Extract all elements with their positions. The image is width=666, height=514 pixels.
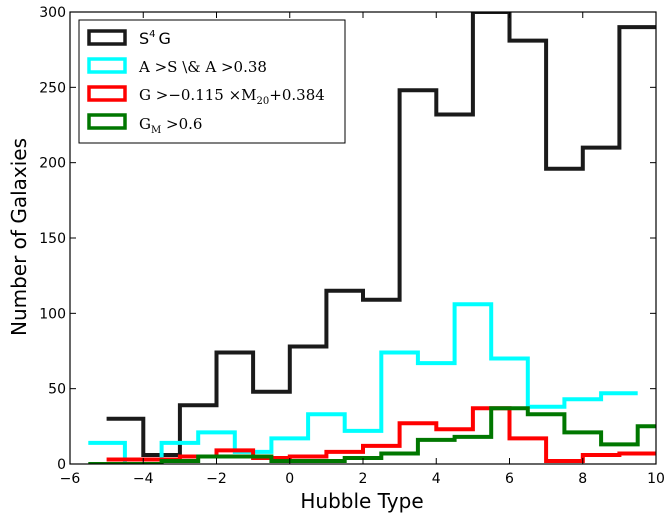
legend-label-s4g-tail: G (159, 29, 171, 48)
legend-box (78, 19, 346, 144)
y-tick-label: 250 (39, 80, 66, 96)
y-tick-label: 0 (57, 457, 66, 473)
y-axis-label: Number of Galaxies (7, 138, 31, 336)
legend-label-asymmetry: A >S \& A >0.38 (138, 58, 267, 76)
svg-text:GM >0.6: GM >0.6 (139, 115, 202, 136)
x-tick-label: 6 (505, 471, 514, 487)
x-tick-label: 2 (359, 471, 368, 487)
legend-swatch-gm (87, 113, 127, 130)
legend-label-gini-sub: 20 (257, 96, 270, 107)
x-tick-label: 8 (578, 471, 587, 487)
x-axis-label: Hubble Type (300, 489, 423, 513)
series-line-gm (88, 406, 656, 464)
y-tick-label: 100 (39, 306, 66, 322)
legend-label-s4g-main: S (139, 29, 149, 48)
y-tick-label: 200 (39, 156, 66, 172)
series-line-gini-m20 (106, 406, 656, 463)
x-tick-label: 4 (432, 471, 441, 487)
legend-label-gini-post: +0.384 (269, 86, 325, 104)
x-tick-label: 10 (647, 471, 665, 487)
legend-label-gini-pre: G >−0.115 ×M (139, 86, 257, 104)
series-layer (88, 12, 656, 464)
x-tick-label: −2 (206, 471, 227, 487)
y-tick-label: 300 (39, 5, 66, 21)
legend-label-s4g-sup: 4 (149, 29, 155, 40)
legend-swatch-gini-m20 (87, 85, 127, 102)
x-tick-label: −6 (60, 471, 81, 487)
x-tick-label: 0 (285, 471, 294, 487)
legend-entry-gini-m20: G >−0.115 ×M20+0.384 (87, 85, 325, 107)
svg-text:G >−0.115 ×M20+0.384: G >−0.115 ×M20+0.384 (139, 86, 325, 107)
legend-swatch-s4g (87, 29, 127, 46)
y-tick-label: 50 (48, 382, 66, 398)
series-line-s4g (106, 12, 656, 457)
legend-label-gm-main: G (139, 115, 151, 133)
svg-text:S4G: S4 G (139, 29, 171, 48)
legend: S4 G A >S \& A >0.38 G >−0.115 ×M20+0.384… (78, 19, 346, 144)
series-line-asymmetry (88, 302, 638, 464)
y-tick-label: 150 (39, 231, 66, 247)
legend-entry-gm: GM >0.6 (87, 113, 202, 136)
legend-entry-s4g: S4 G (87, 29, 171, 48)
legend-swatch-asymmetry (87, 57, 127, 74)
x-tick-label: −4 (133, 471, 154, 487)
legend-label-gm-post: >0.6 (161, 115, 202, 133)
legend-entry-asymmetry: A >S \& A >0.38 (87, 57, 267, 76)
legend-label-gm-sub: M (151, 125, 161, 136)
